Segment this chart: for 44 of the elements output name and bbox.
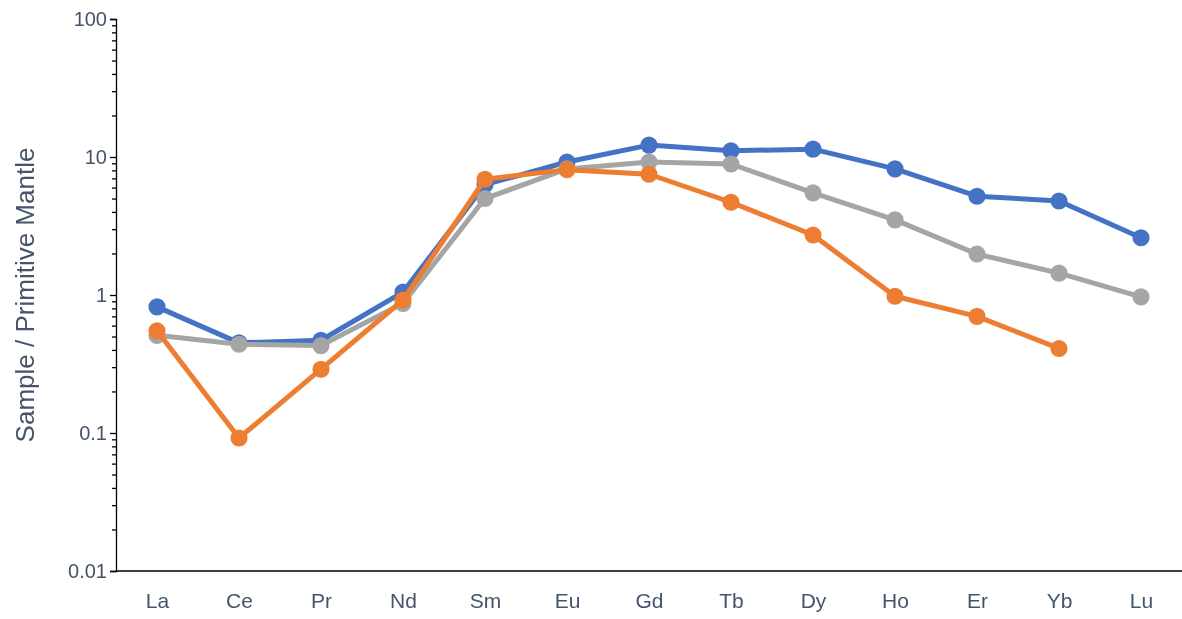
y-axis-title: Sample / Primitive Mantle — [10, 147, 40, 443]
point — [886, 211, 904, 229]
point — [1050, 264, 1068, 282]
point — [886, 160, 904, 178]
x-tick-label: Gd — [635, 588, 664, 612]
point — [722, 193, 740, 211]
x-tick-label: Dy — [800, 588, 827, 612]
x-tick-label: Sm — [469, 588, 502, 612]
point — [1132, 288, 1150, 306]
point — [148, 322, 166, 340]
point — [148, 298, 166, 316]
x-tick-label: Ho — [882, 588, 909, 612]
x-tick-label: Lu — [1129, 588, 1154, 612]
x-tick-label: Eu — [554, 588, 581, 612]
point — [230, 429, 248, 447]
x-tick-label: Ce — [226, 588, 253, 612]
x-tick-label: Pr — [311, 588, 333, 612]
point — [968, 187, 986, 205]
point — [1132, 229, 1150, 247]
point — [804, 226, 822, 244]
y-tick-label: 1 — [95, 283, 107, 306]
point — [640, 165, 658, 183]
point — [312, 360, 330, 378]
point — [886, 287, 904, 305]
x-tick-label: Er — [967, 588, 989, 612]
x-tick-label: Nd — [390, 588, 417, 612]
point — [1050, 192, 1068, 210]
point — [640, 136, 658, 154]
y-tick-label: 100 — [73, 7, 107, 30]
point — [968, 245, 986, 263]
y-tick-label: 0.1 — [79, 421, 107, 444]
point — [804, 140, 822, 158]
point — [1050, 339, 1068, 357]
point — [476, 190, 494, 208]
x-tick-label: La — [145, 588, 170, 612]
y-tick-label: 0.01 — [68, 559, 107, 582]
x-tick-label: Tb — [719, 588, 744, 612]
point — [312, 337, 330, 355]
y-tick-label: 10 — [84, 145, 107, 168]
x-tick-label: Yb — [1046, 588, 1073, 612]
point — [968, 307, 986, 325]
point — [722, 155, 740, 173]
point — [804, 184, 822, 202]
point — [476, 170, 494, 188]
